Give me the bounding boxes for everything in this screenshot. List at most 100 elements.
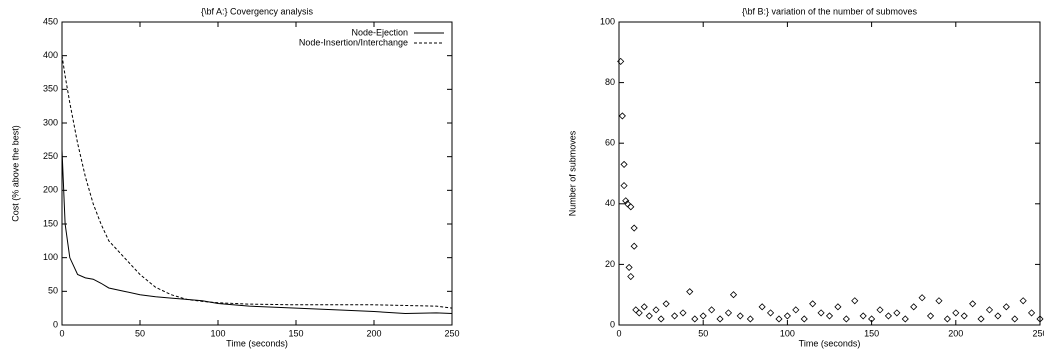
data-point [884,312,893,320]
data-point [868,315,876,323]
y-tick-label: 40 [605,198,615,208]
data-point [630,242,638,250]
data-point [691,315,699,323]
x-tick-label: 200 [948,328,963,338]
y-tick-label: 100 [43,252,58,262]
data-point [699,312,707,320]
y-tick-label: 80 [605,77,615,87]
data-point [994,312,1002,320]
data-point [817,309,825,317]
data-point [792,306,800,314]
data-point [617,57,625,65]
data-point [1028,309,1036,317]
data-point [622,197,630,205]
data-point [775,315,783,323]
data-point [635,309,643,317]
x-tick-label: 250 [444,328,459,338]
data-point [746,315,754,323]
data-point [766,309,775,317]
y-tick-label: 20 [605,259,615,269]
data-point [632,306,640,314]
data-point [800,315,808,323]
x-tick-label: 0 [616,328,621,338]
y-axis-label: Number of submoves [567,130,577,216]
x-axis-label: Time (seconds) [799,338,861,348]
x-tick-label: 50 [698,328,708,338]
data-point [618,112,626,120]
data-point [1036,315,1044,323]
data-point [985,306,994,314]
data-point [825,312,834,320]
legend-label: Node-Ejection [351,27,408,37]
data-point [640,303,648,311]
y-tick-label: 300 [43,117,58,127]
y-axis-label: Cost (% above the best) [10,125,20,222]
data-point [842,315,850,323]
data-point [918,294,926,302]
y-tick-label: 100 [600,16,615,26]
data-point [1011,315,1019,323]
data-point [876,306,884,314]
data-point [645,312,653,320]
x-tick-label: 250 [1032,328,1044,338]
y-tick-label: 450 [43,16,58,26]
data-point [620,160,628,168]
x-tick-label: 150 [288,328,303,338]
y-tick-label: 250 [43,151,58,161]
data-point [620,182,628,190]
x-tick-label: 200 [366,328,381,338]
data-point [1019,297,1027,305]
data-point [662,300,670,308]
data-point [935,297,943,305]
data-point [686,288,694,296]
legend-label: Node-Insertion/Interchange [299,37,408,47]
chart-title: {\bf B:} variation of the number of subm… [742,6,918,16]
data-point [943,315,951,323]
data-point [627,272,635,281]
data-point [910,303,918,311]
data-point [834,303,842,311]
data-point [652,306,660,314]
data-point [708,306,716,314]
y-tick-label: 200 [43,185,58,195]
data-point [969,300,977,308]
data-point [859,312,867,320]
data-point [736,312,744,320]
data-point [926,312,935,320]
x-axis-label: Time (seconds) [226,338,288,348]
x-tick-label: 100 [210,328,225,338]
y-tick-label: 0 [610,319,615,329]
data-point [630,224,638,232]
data-point [724,309,733,317]
data-point [729,291,738,299]
data-point [783,312,791,320]
data-point [851,297,859,305]
data-point [716,315,724,323]
y-tick-label: 0 [53,319,58,329]
data-point [952,309,960,317]
plot-frame [618,21,1041,326]
series-line [61,149,453,315]
y-tick-label: 150 [43,218,58,228]
data-point [901,315,909,323]
x-tick-label: 150 [864,328,879,338]
data-point [893,309,901,317]
x-tick-label: 50 [135,328,145,338]
x-tick-label: 0 [59,328,64,338]
data-point [1002,303,1010,311]
data-point [758,303,766,311]
y-tick-label: 60 [605,138,615,148]
data-point [625,263,633,271]
y-tick-label: 400 [43,50,58,60]
x-tick-label: 100 [780,328,795,338]
chart-title: {\bf A:} Covergency analysis [201,6,314,16]
data-point [671,312,679,320]
data-point [960,312,968,320]
y-tick-label: 50 [48,286,58,296]
series-line [61,55,453,309]
data-point [627,203,635,211]
data-point [679,309,687,317]
data-point [809,300,817,308]
data-point [977,315,985,323]
